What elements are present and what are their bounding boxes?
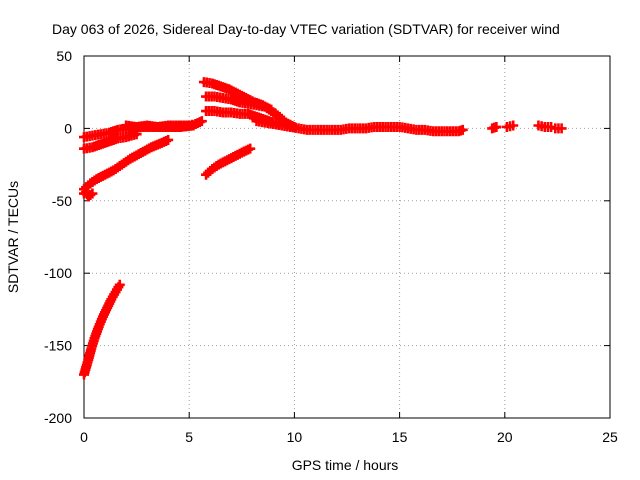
data-point (245, 143, 256, 154)
x-tick-label: 5 (185, 429, 193, 445)
plot-frame (83, 55, 611, 419)
y-tick-label: -100 (44, 265, 72, 281)
data-point (457, 124, 468, 135)
data-point (188, 120, 199, 131)
y-tick-label: -150 (44, 338, 72, 354)
x-axis-label: GPS time / hours (292, 457, 399, 473)
x-tick-label: 25 (602, 429, 618, 445)
x-tick-label: 20 (497, 429, 513, 445)
data-point (87, 188, 98, 199)
x-tick-label: 10 (287, 429, 303, 445)
data-point (266, 104, 277, 115)
y-axis-label: SDTVAR / TECUs (5, 181, 21, 293)
y-tick-label: 0 (64, 120, 72, 136)
data-point (196, 116, 207, 127)
data-points (79, 77, 567, 380)
data-point (491, 121, 502, 132)
x-tick-label: 0 (80, 429, 88, 445)
chart-title: Day 063 of 2026, Sidereal Day-to-day VTE… (52, 21, 560, 37)
data-point (114, 279, 125, 290)
y-tick-label: -200 (44, 410, 72, 426)
data-point (508, 120, 519, 131)
x-tick-label: 15 (392, 429, 408, 445)
y-tick-label: -50 (52, 193, 72, 209)
data-point (163, 134, 174, 145)
data-point (556, 123, 567, 134)
y-tick-labels: -200 -150 -100 -50 0 50 (44, 48, 72, 426)
grid-lines (84, 56, 610, 418)
x-tick-labels: 0 5 10 15 20 25 (80, 429, 618, 445)
y-tick-label: 50 (56, 48, 72, 64)
